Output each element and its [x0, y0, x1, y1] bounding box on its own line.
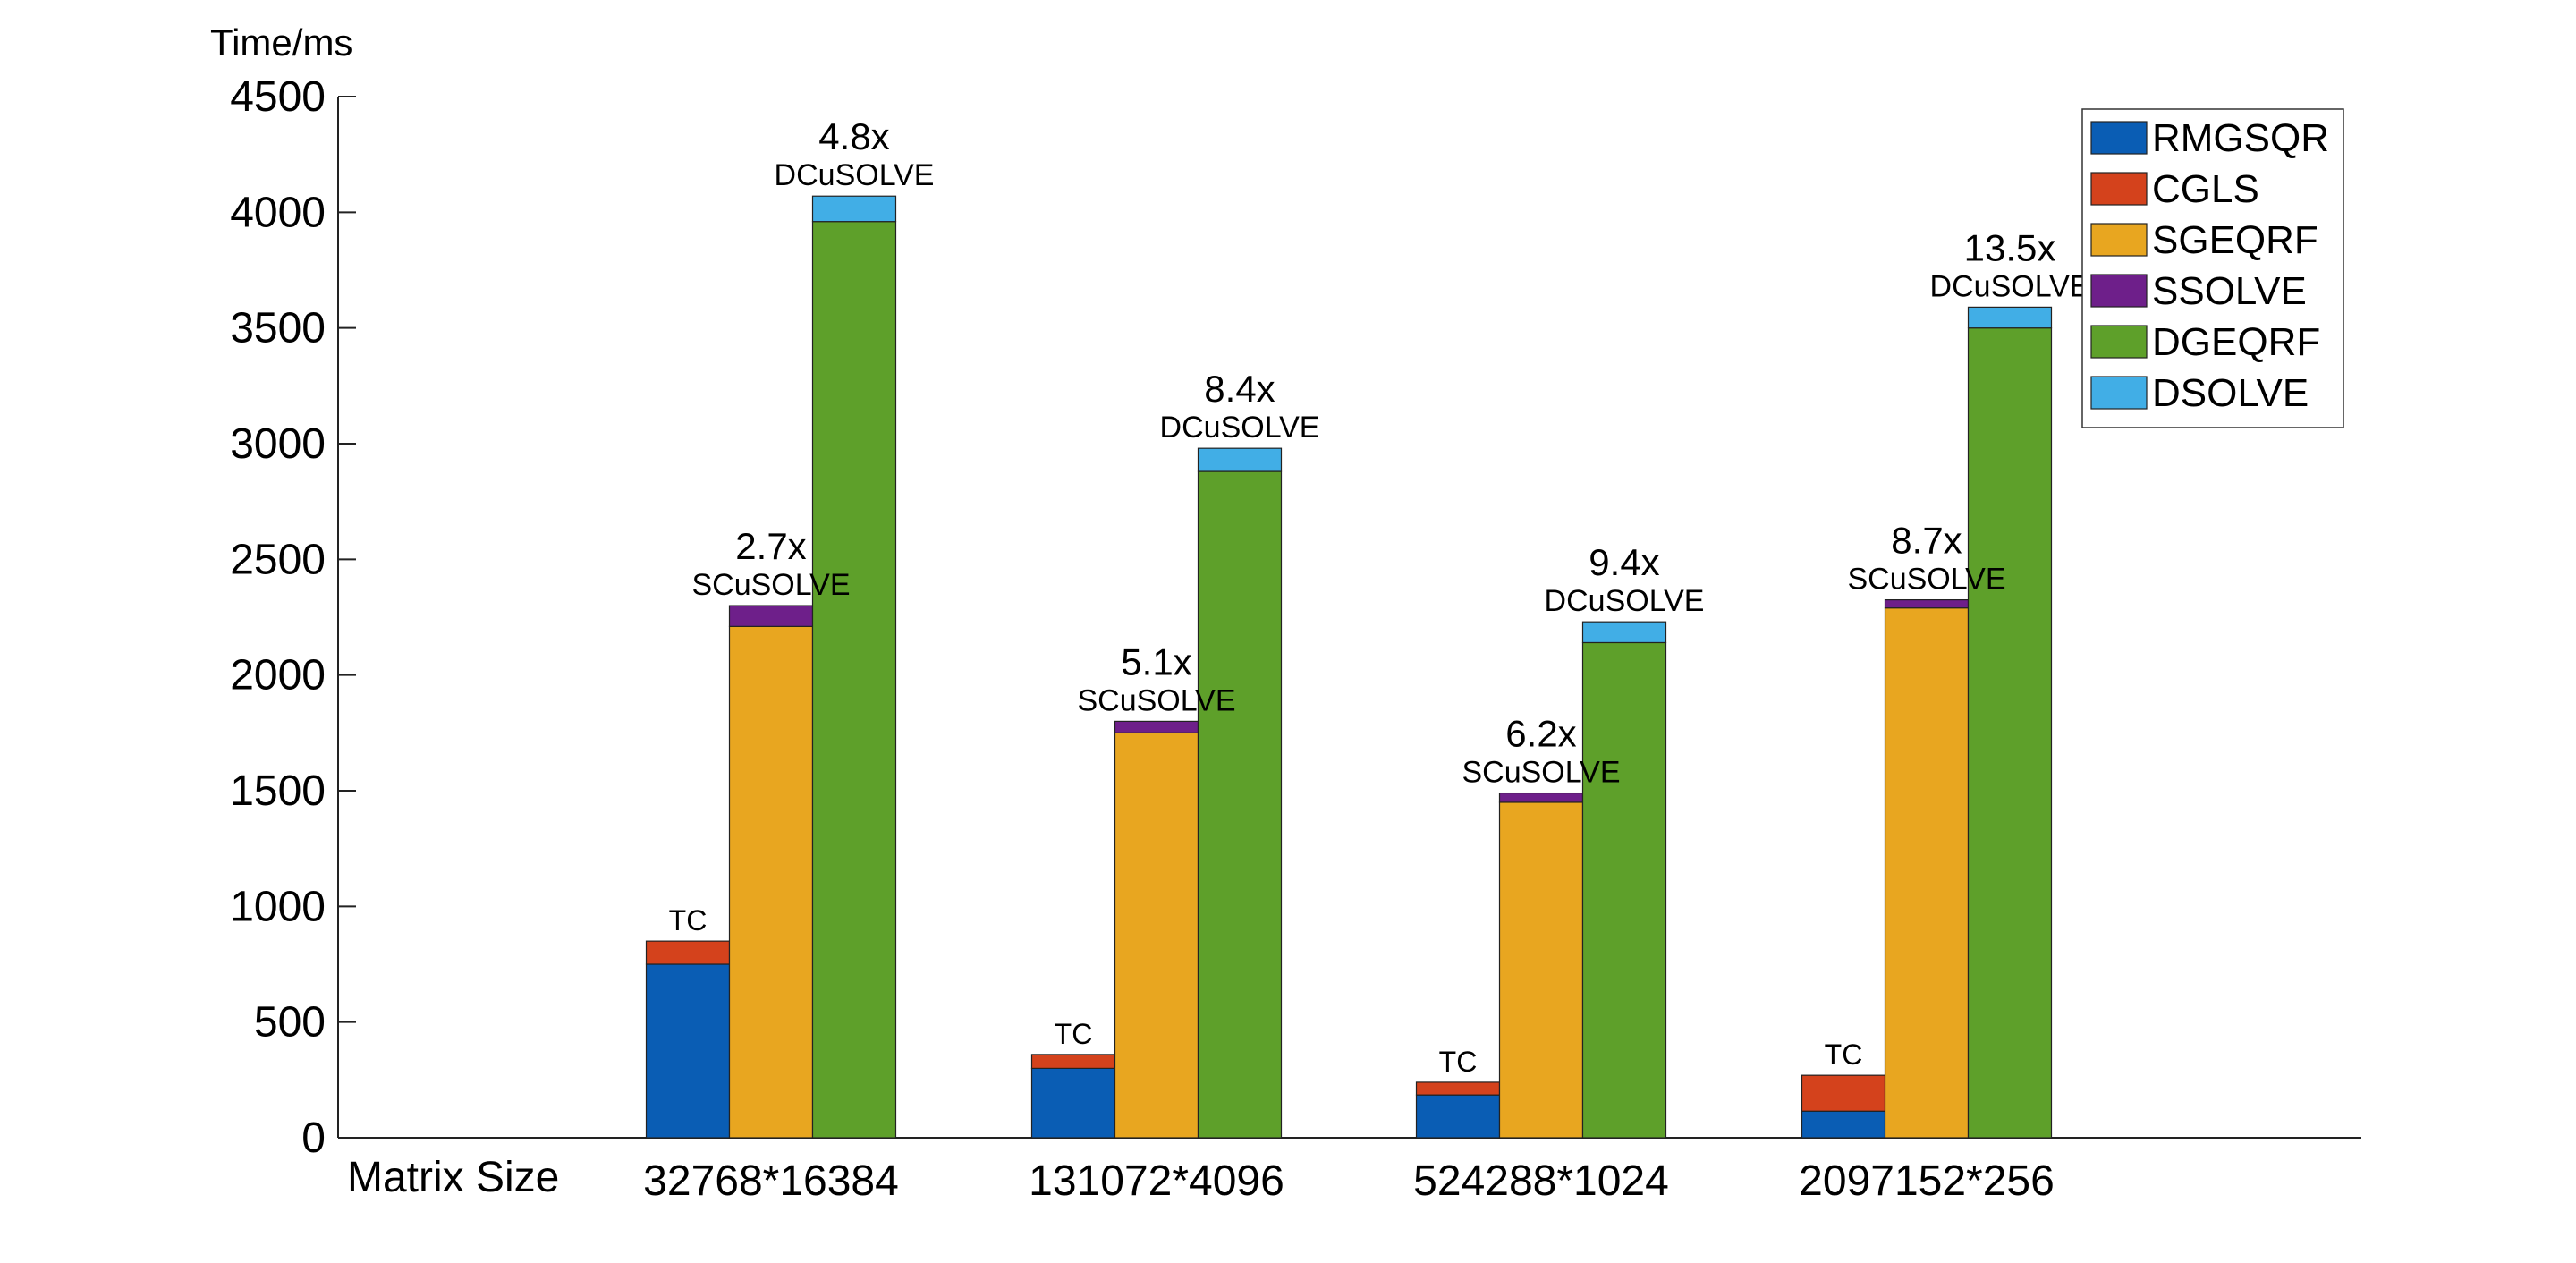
bar-ssolve	[1114, 720, 1199, 733]
speedup-label: 6.2x	[1505, 713, 1576, 755]
y-tick-label: 500	[254, 999, 326, 1047]
bar-sgeqrf	[1114, 732, 1199, 1139]
y-tick-label: 3000	[230, 420, 326, 468]
speedup-label: 9.4x	[1589, 541, 1659, 583]
bar-cgls	[645, 940, 731, 965]
bar-sgeqrf	[1498, 801, 1584, 1139]
legend-swatch-ssolve	[2090, 274, 2148, 308]
stack-label-tc: TC	[1055, 1018, 1093, 1050]
bar-sgeqrf	[1884, 607, 1970, 1139]
speedup-label: 4.8x	[818, 115, 889, 157]
stack-label-tc: TC	[1825, 1038, 1863, 1071]
legend-swatch-dgeqrf	[2090, 325, 2148, 359]
stack-label-dcusolve: DCuSOLVE	[1930, 269, 2090, 303]
legend-label-dsolve: DSOLVE	[2152, 371, 2309, 415]
y-tick-label: 1500	[230, 767, 326, 815]
x-tick-label: 524288*1024	[1413, 1157, 1669, 1205]
speedup-label: 2.7x	[735, 525, 806, 567]
x-axis: 32768*16384 131072*4096 524288*1024 2097152…	[338, 1137, 2361, 1205]
x-tick-label: 131072*4096	[1029, 1157, 1284, 1205]
bar-dgeqrf	[811, 221, 897, 1139]
bar-dsolve	[1581, 621, 1667, 644]
x-tick-label: 32768*16384	[643, 1157, 899, 1205]
bars-layer	[645, 195, 2053, 1139]
legend-swatch-dsolve	[2090, 376, 2148, 410]
stack-label-tc: TC	[1439, 1046, 1478, 1078]
stack-label-dcusolve: DCuSOLVE	[1545, 584, 1705, 618]
y-tick-label: 2000	[230, 652, 326, 699]
legend-label-dgeqrf: DGEQRF	[2152, 320, 2320, 364]
speedup-label: 5.1x	[1121, 640, 1191, 682]
speedup-label: 8.7x	[1891, 520, 1962, 562]
legend: RMGSQR CGLS SGEQRF SSOLVE DGEQRF DSOLVE	[2081, 108, 2344, 428]
bar-rmgsqr	[1030, 1067, 1116, 1139]
bar-dsolve	[811, 195, 897, 223]
bar-rmgsqr	[1801, 1110, 1886, 1139]
stack-label-scusolve: SCuSOLVE	[691, 568, 850, 602]
y-tick-label: 2500	[230, 536, 326, 583]
stack-label-tc: TC	[669, 904, 708, 937]
x-axis-title: Matrix Size	[347, 1154, 559, 1201]
legend-box	[2081, 108, 2344, 428]
bar-rmgsqr	[645, 963, 731, 1139]
y-tick-label: 4000	[230, 189, 326, 236]
stack-label-scusolve: SCuSOLVE	[1462, 756, 1620, 790]
x-tick-label: 2097152*256	[1799, 1157, 2055, 1205]
bar-dsolve	[1197, 447, 1283, 472]
annotation-layer: TCSCuSOLVE2.7xDCuSOLVE4.8xTCSCuSOLVE5.1x…	[669, 115, 2090, 1078]
stack-label-dcusolve: DCuSOLVE	[775, 158, 935, 192]
bar-cgls	[1415, 1081, 1501, 1096]
legend-label-sgeqrf: SGEQRF	[2152, 218, 2318, 262]
y-tick-label: 0	[301, 1115, 326, 1162]
bar-dsolve	[1967, 306, 2053, 329]
bar-dgeqrf	[1581, 641, 1667, 1139]
y-axis-title: Time/ms	[210, 21, 352, 64]
speedup-label: 8.4x	[1204, 368, 1275, 410]
bar-sgeqrf	[728, 625, 814, 1139]
y-axis: 0 500 1000 1500 2000 2500 3000 3500 4000 4500	[230, 73, 356, 1162]
bar-dgeqrf	[1967, 327, 2053, 1139]
legend-swatch-rmgsqr	[2090, 121, 2148, 155]
bar-ssolve	[728, 605, 814, 627]
stack-label-scusolve: SCuSOLVE	[1077, 683, 1235, 717]
bar-cgls	[1030, 1054, 1116, 1070]
y-tick-label: 4500	[230, 73, 326, 121]
bar-ssolve	[1884, 598, 1970, 609]
y-tick-label: 1000	[230, 883, 326, 930]
bar-ssolve	[1498, 792, 1584, 803]
legend-swatch-sgeqrf	[2090, 223, 2148, 257]
y-tick-label: 3500	[230, 305, 326, 352]
stack-label-dcusolve: DCuSOLVE	[1160, 411, 1320, 445]
legend-label-cgls: CGLS	[2152, 167, 2259, 211]
stack-label-scusolve: SCuSOLVE	[1847, 563, 2005, 597]
bar-rmgsqr	[1415, 1094, 1501, 1139]
speedup-label: 13.5x	[1964, 226, 2056, 268]
legend-swatch-cgls	[2090, 172, 2148, 206]
bar-dgeqrf	[1197, 470, 1283, 1139]
legend-label-ssolve: SSOLVE	[2152, 269, 2307, 313]
bar-cgls	[1801, 1074, 1886, 1112]
legend-label-rmgsqr: RMGSQR	[2152, 116, 2329, 160]
